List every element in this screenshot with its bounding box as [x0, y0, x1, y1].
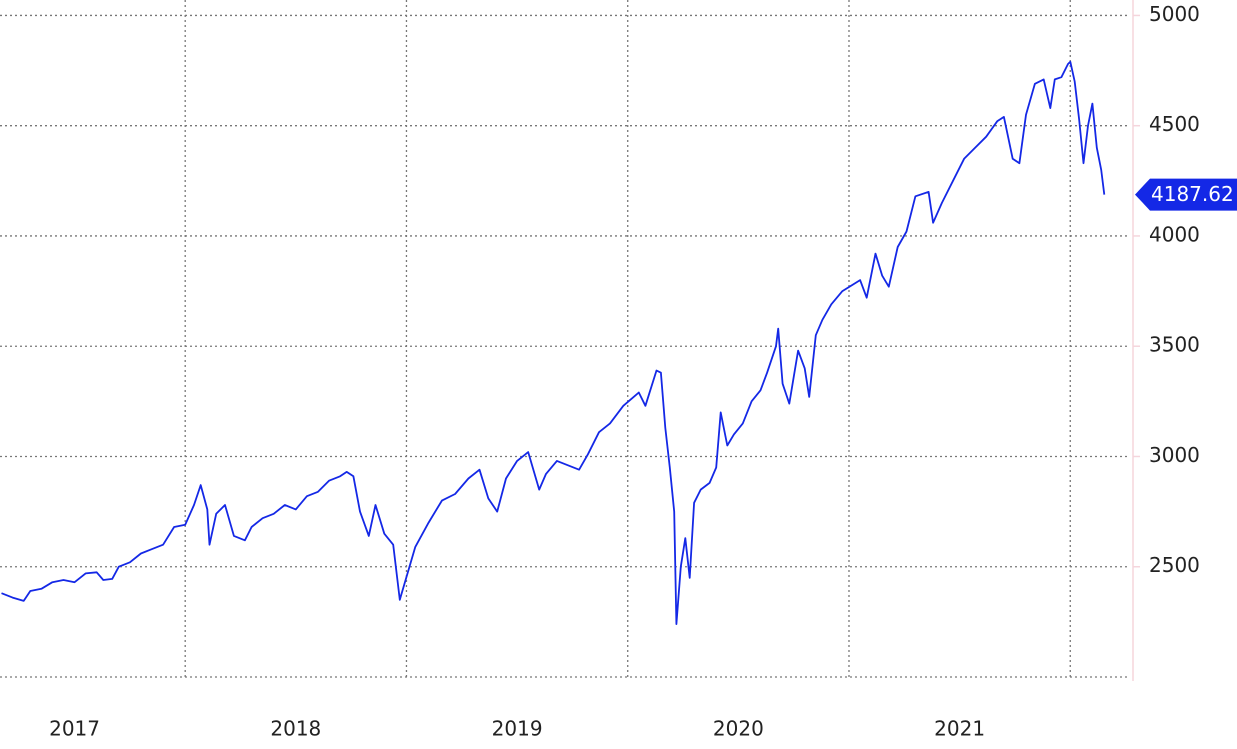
y-tick-label: 2500 — [1149, 553, 1200, 577]
y-tick-label: 3500 — [1149, 333, 1200, 357]
y-tick-label: 4500 — [1149, 112, 1200, 136]
x-tick-label: 2021 — [934, 717, 985, 741]
x-tick-label: 2019 — [492, 717, 543, 741]
y-tick-label: 4000 — [1149, 222, 1200, 246]
x-tick-label: 2017 — [49, 717, 100, 741]
line-series — [1, 60, 1106, 625]
last-value-label: 4187.62 — [1151, 182, 1234, 206]
y-tick-label: 5000 — [1149, 2, 1200, 26]
last-value-badge — [1135, 178, 1237, 211]
x-tick-label: 2018 — [270, 717, 321, 741]
y-tick-label: 3000 — [1149, 443, 1200, 467]
x-tick-label: 2020 — [713, 717, 764, 741]
